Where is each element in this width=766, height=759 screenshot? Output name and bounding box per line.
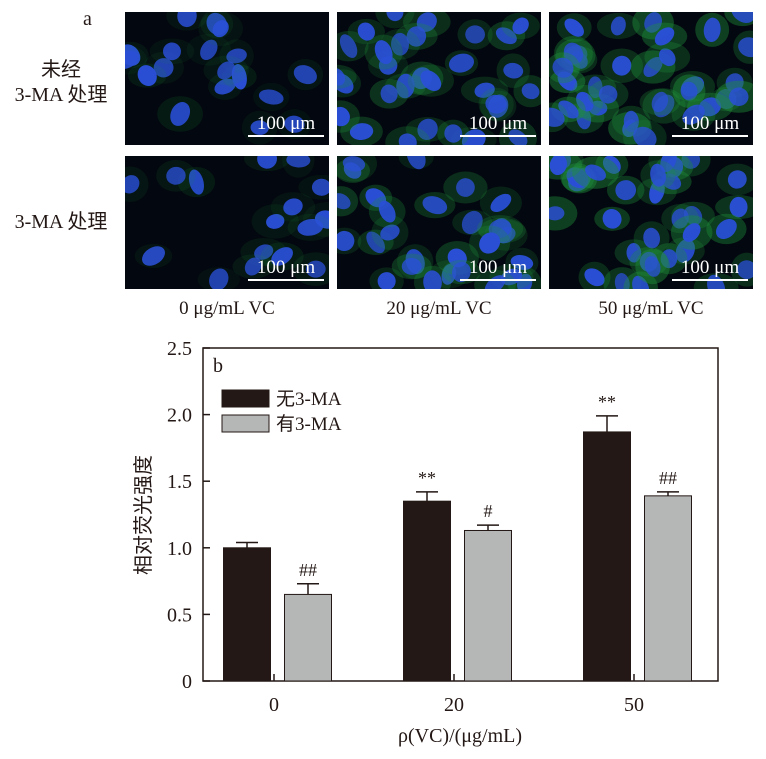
legend-swatch-0 xyxy=(221,389,270,408)
scale-bar-line xyxy=(248,279,324,281)
y-tick-label: 0 xyxy=(182,671,192,693)
y-axis-title: 相对荧光强度 xyxy=(132,455,155,575)
x-tick-label: 0 xyxy=(269,694,279,716)
significance-label: ** xyxy=(418,468,436,488)
y-tick-label: 2.5 xyxy=(167,338,192,360)
scale-bar-label: 100 μm xyxy=(468,257,528,278)
scale-bar-line xyxy=(672,279,748,281)
scale-bar-line xyxy=(672,135,748,137)
x-tick-label: 20 xyxy=(444,694,464,716)
micrograph-r1-c1: 100 μm xyxy=(337,156,541,289)
significance-label: ** xyxy=(598,392,616,412)
scale-bar: 100 μm xyxy=(672,258,748,281)
micrograph-r0-c1: 100 μm xyxy=(337,12,541,145)
scale-bar: 100 μm xyxy=(248,114,324,137)
scale-bar-label: 100 μm xyxy=(468,113,528,134)
col-label-20: 20 μg/mL VC xyxy=(386,298,492,319)
bar-1-0 xyxy=(284,593,332,682)
bar-1-2 xyxy=(644,495,692,682)
micrograph-r1-c0: 100 μm xyxy=(125,156,329,289)
scale-bar: 100 μm xyxy=(460,258,536,281)
micrograph-r0-c0: 100 μm xyxy=(125,12,329,145)
scale-bar-line xyxy=(460,135,536,137)
bar-0-1 xyxy=(403,500,451,682)
row-label-untreated: 未经 3-MA 处理 xyxy=(14,59,108,106)
row-label-treated: 3-MA 处理 xyxy=(14,211,108,233)
col-label-0: 0 μg/mL VC xyxy=(179,298,275,319)
bar-chart: 00.51.01.52.02.50 20 50****#####无3-MA有3-MA… xyxy=(132,338,719,747)
legend-label-0: 无3-MA xyxy=(276,389,342,410)
panel-a-letter: a xyxy=(83,8,92,30)
micrograph-r0-c2: 100 μm xyxy=(549,12,753,145)
scale-bar: 100 μm xyxy=(672,114,748,137)
scale-bar: 100 μm xyxy=(248,258,324,281)
scale-bar: 100 μm xyxy=(460,114,536,137)
legend-swatch-1 xyxy=(221,414,270,433)
scale-bar-line xyxy=(460,279,536,281)
bar-0-0 xyxy=(223,547,271,682)
x-axis-title: ρ(VC)/(μg/mL) xyxy=(398,725,522,747)
scale-bar-line xyxy=(248,135,324,137)
bar-1-1 xyxy=(464,529,512,682)
scale-bar-label: 100 μm xyxy=(256,257,316,278)
significance-label: # xyxy=(484,501,493,521)
significance-label: ## xyxy=(659,468,677,488)
scale-bar-label: 100 μm xyxy=(256,113,316,134)
y-tick-label: 0.5 xyxy=(167,604,192,626)
y-tick-label: 2.0 xyxy=(167,405,192,427)
micrograph-r1-c2: 100 μm xyxy=(549,156,753,289)
significance-label: ## xyxy=(299,560,317,580)
scale-bar-label: 100 μm xyxy=(680,113,740,134)
scale-bar-label: 100 μm xyxy=(680,257,740,278)
col-label-50: 50 μg/mL VC xyxy=(598,298,704,319)
legend-label-1: 有3-MA xyxy=(276,413,342,435)
bar-0-2 xyxy=(583,431,631,682)
y-tick-label: 1.5 xyxy=(167,471,192,493)
x-tick-label: 50 xyxy=(624,694,644,716)
plot-frame xyxy=(202,347,719,682)
y-tick-label: 1.0 xyxy=(167,538,192,560)
panel-b-letter: b xyxy=(213,355,223,377)
